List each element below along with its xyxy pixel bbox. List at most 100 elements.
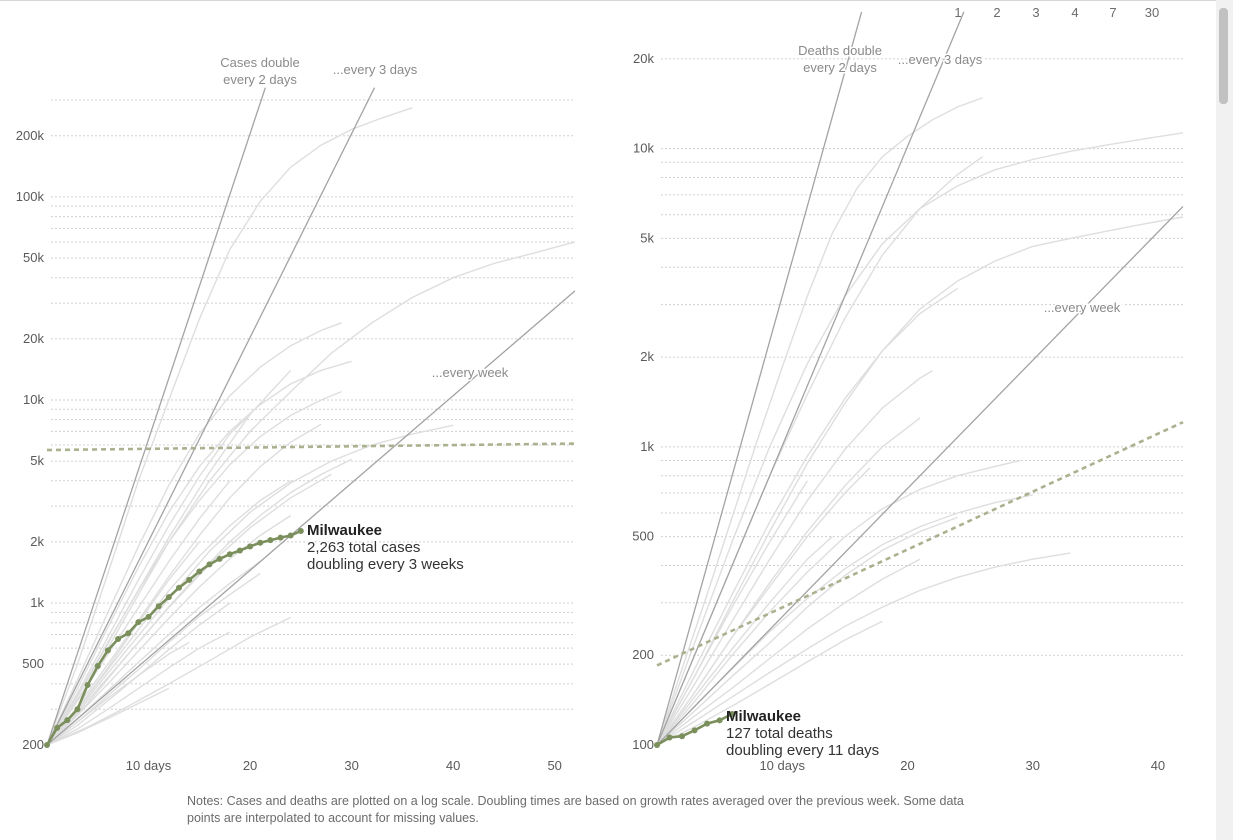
- highlight-series: [44, 442, 576, 748]
- other-county-line: [657, 480, 808, 746]
- y-tick-label: 50k: [23, 250, 44, 265]
- milwaukee-point: [165, 594, 172, 601]
- y-tick-label: 1k: [30, 595, 44, 610]
- milwaukee-trend-line: [46, 442, 576, 452]
- other-county-line: [657, 132, 1184, 746]
- y-tick-label: 20k: [23, 331, 44, 346]
- gridlines: [661, 58, 1183, 656]
- doubling-7-days-label: ...every week: [1044, 300, 1121, 315]
- scale-day-label: 1: [954, 5, 961, 20]
- background-series: [657, 97, 1184, 746]
- other-county-line: [47, 424, 454, 746]
- y-tick-label: 200k: [16, 128, 45, 143]
- x-tick-label: 20: [243, 758, 257, 773]
- milwaukee-point: [135, 619, 142, 626]
- highlight-series: [654, 420, 1184, 748]
- other-county-line: [657, 467, 871, 746]
- scale-day-label: 2: [993, 5, 1000, 20]
- x-tick-label: 10 days: [126, 758, 172, 773]
- other-county-line: [47, 480, 231, 746]
- y-tick-label: 5k: [640, 230, 654, 245]
- milwaukee-point: [104, 647, 111, 654]
- y-tick-label: 500: [22, 656, 44, 671]
- milwaukee-point: [216, 555, 223, 562]
- doubling-2-days-label: Deaths double: [798, 43, 882, 58]
- other-county-line: [657, 536, 833, 746]
- other-county-line: [47, 107, 413, 746]
- x-tick-label: 30: [1025, 758, 1039, 773]
- other-county-line: [47, 473, 332, 746]
- other-county-line: [47, 458, 352, 746]
- other-county-line: [657, 370, 933, 746]
- other-county-line: [657, 287, 958, 746]
- other-county-line: [657, 552, 1071, 746]
- y-tick-label: 100: [632, 737, 654, 752]
- doubling-7-days-line: [657, 205, 1184, 746]
- x-tick-label: 40: [446, 758, 460, 773]
- chart-notes: Notes: Cases and deaths are plotted on a…: [187, 794, 964, 825]
- other-county-line: [47, 369, 292, 746]
- milwaukee-point: [226, 551, 233, 558]
- milwaukee-point: [716, 717, 723, 724]
- background-series: [47, 107, 576, 746]
- milwaukee-point: [704, 720, 711, 727]
- milwaukee-point: [155, 603, 162, 610]
- milwaukee-point: [115, 636, 122, 643]
- milwaukee-point: [666, 734, 673, 741]
- other-county-line: [47, 641, 190, 746]
- scale-day-label: 30: [1145, 5, 1159, 20]
- milwaukee-trend-line: [656, 420, 1184, 667]
- highlight-name: Milwaukee: [726, 708, 801, 725]
- doubling-2-days-label: Cases double: [220, 55, 300, 70]
- x-tick-label: 40: [1151, 758, 1165, 773]
- highlight-detail: 127 total deaths: [726, 725, 833, 742]
- milwaukee-point: [729, 711, 736, 718]
- doubling-7-days-line: [47, 290, 576, 746]
- doubling-reference-lines: [47, 87, 576, 746]
- cases-chart: 200 500 1k 2k 5k 10k 20k 50k 100k 200k 10 days 20 30…: [16, 54, 576, 773]
- y-tick-label: 100k: [16, 189, 45, 204]
- doubling-3-days-label: ...every 3 days: [898, 52, 983, 67]
- x-tick-label: 50: [547, 758, 561, 773]
- milwaukee-point: [125, 630, 132, 637]
- milwaukee-point: [94, 662, 101, 669]
- other-county-line: [657, 516, 958, 746]
- doubling-2-days-line: [47, 87, 266, 746]
- other-county-line: [47, 602, 231, 746]
- doubling-3-days-label: ...every 3 days: [333, 62, 418, 77]
- other-county-line: [657, 494, 1033, 746]
- y-tick-label: 2k: [30, 534, 44, 549]
- other-county-line: [47, 687, 170, 746]
- y-tick-label: 2k: [640, 349, 654, 364]
- y-tick-label: 10k: [23, 392, 44, 407]
- highlight-detail: doubling every 3 weeks: [307, 556, 464, 573]
- doubling-2-days-label: every 2 days: [803, 60, 877, 75]
- other-county-line: [47, 631, 231, 746]
- milwaukee-point: [44, 742, 50, 748]
- other-county-line: [47, 413, 251, 746]
- milwaukee-point: [297, 528, 304, 535]
- y-tick-label: 200: [632, 647, 654, 662]
- other-county-line: [657, 216, 1184, 746]
- scale-day-label: 3: [1032, 5, 1039, 20]
- highlight-detail: 2,263 total cases: [307, 539, 420, 556]
- milwaukee-point: [267, 537, 274, 544]
- page-scrollbar[interactable]: [1216, 0, 1233, 840]
- milwaukee-point: [196, 568, 203, 575]
- milwaukee-point: [176, 584, 182, 591]
- milwaukee-point: [206, 561, 213, 568]
- doubling-scale-selector: 1 2 3 4 7 30: [954, 5, 1159, 20]
- milwaukee-point: [236, 547, 243, 554]
- other-county-line: [657, 558, 921, 746]
- milwaukee-point: [257, 539, 264, 546]
- milwaukee-point: [74, 706, 81, 713]
- milwaukee-point: [287, 532, 294, 539]
- milwaukee-point: [54, 724, 61, 731]
- milwaukee-point: [145, 613, 152, 620]
- y-tick-label: 200: [22, 737, 44, 752]
- milwaukee-point: [277, 534, 284, 541]
- scale-day-label: 4: [1071, 5, 1078, 20]
- highlight-detail: doubling every 11 days: [726, 742, 879, 759]
- y-tick-label: 20k: [633, 51, 654, 66]
- scrollbar-thumb[interactable]: [1219, 8, 1228, 104]
